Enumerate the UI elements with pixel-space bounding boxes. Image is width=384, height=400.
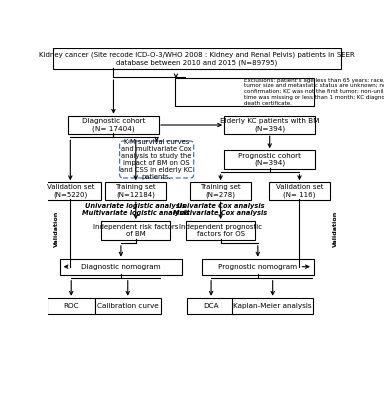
FancyBboxPatch shape — [47, 298, 95, 314]
Text: Exclusions: patient's age less than 65 years; race, grade, T stage, N stage,
tum: Exclusions: patient's age less than 65 y… — [245, 78, 384, 106]
Text: Independent prognostic
factors for OS: Independent prognostic factors for OS — [179, 224, 262, 237]
FancyBboxPatch shape — [60, 259, 182, 275]
FancyBboxPatch shape — [190, 182, 251, 200]
Text: ROC: ROC — [63, 303, 79, 309]
Text: Diagnostic cohort
(N= 17404): Diagnostic cohort (N= 17404) — [82, 118, 145, 132]
Text: DCA: DCA — [203, 303, 219, 309]
Text: Univariate logistic analysis
Multivariate logistic analysis: Univariate logistic analysis Multivariat… — [82, 202, 190, 216]
Text: K-M survival curves
and multivariate Cox
analysis to study the
impact of BM on O: K-M survival curves and multivariate Cox… — [121, 139, 193, 180]
Text: Independent risk factors
of BM: Independent risk factors of BM — [93, 224, 179, 237]
FancyBboxPatch shape — [224, 150, 315, 169]
Text: Elderly KC patients with BM
(N=394): Elderly KC patients with BM (N=394) — [220, 118, 319, 132]
FancyBboxPatch shape — [40, 182, 101, 200]
FancyBboxPatch shape — [224, 116, 315, 134]
FancyBboxPatch shape — [175, 78, 314, 106]
FancyBboxPatch shape — [202, 259, 314, 275]
Text: Validation: Validation — [54, 211, 59, 247]
FancyBboxPatch shape — [53, 48, 341, 69]
FancyBboxPatch shape — [95, 298, 161, 314]
FancyBboxPatch shape — [186, 221, 255, 240]
FancyBboxPatch shape — [68, 116, 159, 134]
FancyBboxPatch shape — [187, 298, 235, 314]
Text: Training set
(N=12184): Training set (N=12184) — [116, 184, 156, 198]
Text: Kaplan-Meier analysis: Kaplan-Meier analysis — [233, 303, 312, 309]
Text: Kidney cancer (Site recode ICD-O-3/WHO 2008 : Kidney and Renal Pelvis) patients : Kidney cancer (Site recode ICD-O-3/WHO 2… — [39, 52, 355, 66]
Text: Validation set
(N= 116): Validation set (N= 116) — [276, 184, 323, 198]
FancyBboxPatch shape — [119, 141, 194, 178]
Text: Univariate Cox analysis
Multivariate Cox analysis: Univariate Cox analysis Multivariate Cox… — [174, 202, 268, 216]
FancyBboxPatch shape — [269, 182, 330, 200]
Text: Calibration curve: Calibration curve — [97, 303, 159, 309]
Text: Training set
(N=278): Training set (N=278) — [200, 184, 241, 198]
FancyBboxPatch shape — [105, 182, 166, 200]
Text: Prognostic cohort
(N=394): Prognostic cohort (N=394) — [238, 153, 301, 166]
Text: Diagnostic nomogram: Diagnostic nomogram — [81, 264, 161, 270]
Text: Validation set
(N=5220): Validation set (N=5220) — [46, 184, 94, 198]
Text: Validation: Validation — [333, 211, 338, 247]
FancyBboxPatch shape — [232, 298, 313, 314]
Text: Prognostic nomogram: Prognostic nomogram — [218, 264, 297, 270]
FancyBboxPatch shape — [101, 221, 170, 240]
